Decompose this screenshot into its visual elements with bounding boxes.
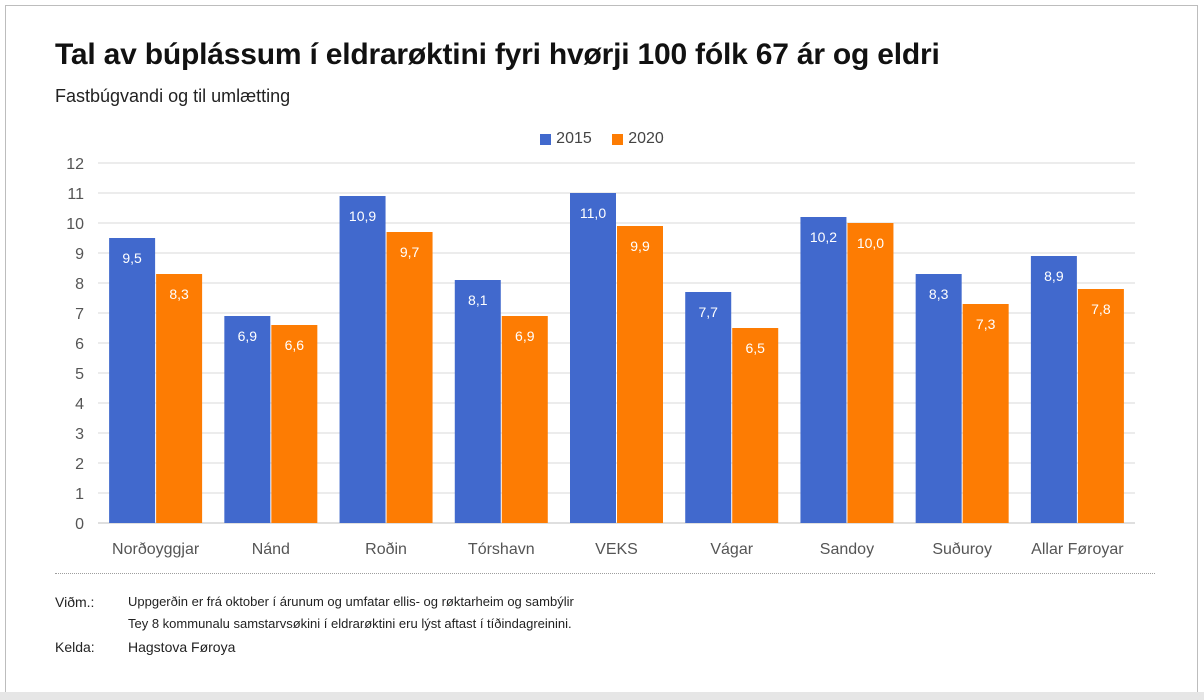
y-tick-label: 9 [75, 246, 84, 263]
x-tick-label: Tórshavn [468, 541, 535, 558]
legend: 2015 2020 [0, 130, 1204, 150]
bar-2020 [271, 325, 318, 523]
bar-2015 [800, 217, 847, 523]
bar-2015 [339, 196, 386, 523]
data-label-2015: 8,1 [468, 292, 488, 308]
bar-2015 [570, 193, 616, 523]
bar-2015 [224, 316, 271, 523]
data-label-2020: 8,3 [169, 286, 189, 302]
data-label-2020: 6,9 [515, 328, 535, 344]
bar-2020 [617, 226, 663, 523]
bar-2020 [501, 316, 548, 523]
data-label-2020: 6,6 [285, 337, 305, 353]
x-tick-label: Nánd [252, 541, 290, 558]
bar-2020 [732, 328, 779, 523]
bar-2015 [454, 280, 501, 523]
source-text: Hagstova Føroya [128, 639, 236, 655]
data-label-2020: 7,8 [1091, 301, 1111, 317]
bar-2020 [847, 223, 894, 523]
y-tick-label: 1 [75, 486, 84, 503]
bar-chart: 01234567891011129,58,3Norðoyggjar6,96,6N… [66, 156, 1135, 558]
notes-line-1: Uppgerðin er frá oktober í árunum og umf… [128, 594, 574, 609]
legend-item-2020: 2020 [612, 130, 664, 148]
data-label-2015: 8,3 [929, 286, 949, 302]
source-label: Kelda: [55, 639, 95, 655]
bar-2015 [685, 292, 732, 523]
y-tick-label: 7 [75, 306, 84, 323]
bar-2020 [156, 274, 203, 523]
data-label-2015: 8,9 [1044, 268, 1064, 284]
y-tick-label: 8 [75, 276, 84, 293]
notes-line-2: Tey 8 kommunalu samstarvsøkini í eldrarø… [128, 616, 572, 631]
bar-2015 [109, 238, 156, 523]
data-label-2020: 10,0 [857, 235, 884, 251]
footer-divider [55, 573, 1155, 574]
data-label-2015: 10,9 [349, 208, 376, 224]
legend-item-2015: 2015 [540, 130, 592, 148]
bar-2015 [915, 274, 962, 523]
data-label-2015: 11,0 [580, 205, 606, 221]
chart-subtitle: Fastbúgvandi og til umlætting [55, 86, 291, 106]
y-tick-label: 5 [75, 366, 84, 383]
data-label-2020: 7,3 [976, 316, 996, 332]
data-label-2020: 6,5 [745, 340, 765, 356]
bottom-edge [0, 692, 1204, 700]
bar-2020 [386, 232, 433, 523]
data-label-2015: 6,9 [238, 328, 258, 344]
data-label-2020: 9,7 [400, 244, 420, 260]
y-tick-label: 4 [75, 396, 84, 413]
data-label-2015: 10,2 [810, 229, 837, 245]
legend-label-2020: 2020 [628, 130, 664, 147]
y-tick-label: 11 [67, 186, 84, 203]
data-label-2015: 9,5 [122, 250, 142, 266]
y-tick-label: 3 [75, 426, 84, 443]
y-tick-label: 6 [75, 336, 84, 353]
y-tick-label: 2 [75, 456, 84, 473]
notes-label: Viðm.: [55, 594, 95, 610]
x-tick-label: Sandoy [820, 541, 874, 558]
y-tick-label: 12 [66, 156, 84, 173]
x-tick-label: Allar Føroyar [1031, 541, 1124, 558]
chart-title: Tal av búplássum í eldrarøktini fyri hvø… [55, 38, 940, 71]
bar-2020 [962, 304, 1009, 523]
legend-label-2015: 2015 [556, 130, 592, 147]
x-tick-label: Norðoyggjar [112, 541, 200, 558]
legend-swatch-2020 [612, 133, 624, 145]
y-tick-label: 10 [66, 216, 84, 233]
bar-2015 [1030, 256, 1077, 523]
bar-2020 [1077, 289, 1124, 523]
x-tick-label: Suðuroy [932, 541, 992, 558]
legend-swatch-2015 [540, 133, 552, 145]
x-tick-label: VEKS [595, 541, 638, 558]
x-tick-label: Vágar [710, 541, 753, 558]
x-tick-label: Roðin [365, 541, 407, 558]
data-label-2020: 9,9 [630, 238, 650, 254]
data-label-2015: 7,7 [698, 304, 718, 320]
y-tick-label: 0 [75, 516, 84, 533]
